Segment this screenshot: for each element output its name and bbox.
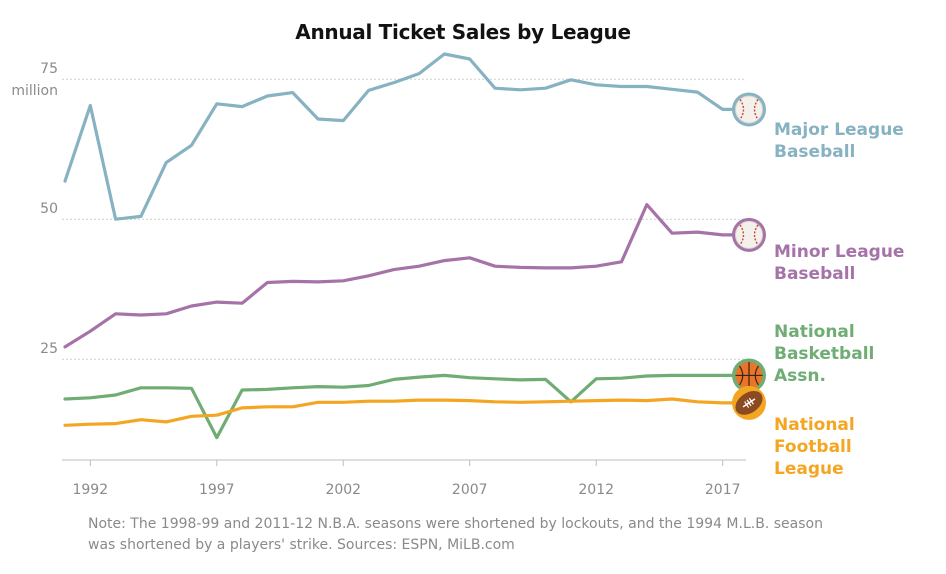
series-label: Assn. <box>774 366 826 386</box>
line-chart: 25 50 75 million 1992 1997 2002 2007 2012 2017 Ma… <box>11 52 904 498</box>
x-tick-label: 2012 <box>578 482 614 498</box>
series-label: Baseball <box>774 264 855 284</box>
series-label: National <box>774 322 855 342</box>
y-tick-label: 25 <box>40 341 58 357</box>
x-tick-label: 2017 <box>705 482 741 498</box>
series-label: Football <box>774 437 852 457</box>
series-line <box>63 397 750 427</box>
series-line <box>63 52 750 221</box>
x-tick-label: 1992 <box>72 482 108 498</box>
basketball-icon <box>732 358 766 393</box>
axis: 25 50 75 million 1992 1997 2002 2007 2012 2017 <box>11 61 746 498</box>
series-line <box>63 203 750 349</box>
x-tick-label: 2007 <box>452 482 488 498</box>
y-unit-label: million <box>11 83 58 99</box>
chart-title: Annual Ticket Sales by League <box>295 20 631 44</box>
baseball-icon <box>732 217 766 252</box>
y-tick-label: 75 <box>40 61 58 77</box>
x-tick-label: 1997 <box>199 482 235 498</box>
series-label: Minor League <box>774 242 904 262</box>
y-tick-label: 50 <box>40 201 58 217</box>
x-tick-label: 2002 <box>325 482 361 498</box>
chart-note: Note: The 1998-99 and 2011-12 N.B.A. sea… <box>88 516 823 553</box>
grid-lines <box>62 78 746 360</box>
series-line <box>63 373 750 440</box>
baseball-icon <box>732 92 766 127</box>
football-icon <box>732 385 766 420</box>
series-icons <box>732 92 766 420</box>
series-lines <box>63 52 750 440</box>
series-label: National <box>774 415 855 435</box>
series-label: Baseball <box>774 142 855 162</box>
series-label: Major League <box>774 120 904 140</box>
series-label: League <box>774 459 844 479</box>
series-label: Basketball <box>774 344 874 364</box>
